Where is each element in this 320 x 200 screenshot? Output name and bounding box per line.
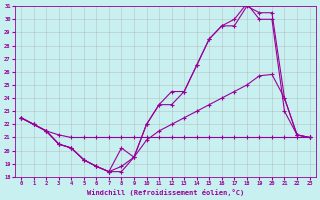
X-axis label: Windchill (Refroidissement éolien,°C): Windchill (Refroidissement éolien,°C) (87, 189, 244, 196)
